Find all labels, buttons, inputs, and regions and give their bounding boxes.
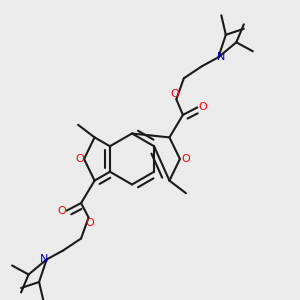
Text: N: N <box>217 52 225 62</box>
Text: O: O <box>57 206 66 216</box>
Text: O: O <box>75 154 84 164</box>
Text: O: O <box>85 218 94 228</box>
Text: O: O <box>181 154 190 164</box>
Text: O: O <box>171 89 179 99</box>
Text: N: N <box>40 254 48 265</box>
Text: O: O <box>198 102 207 112</box>
